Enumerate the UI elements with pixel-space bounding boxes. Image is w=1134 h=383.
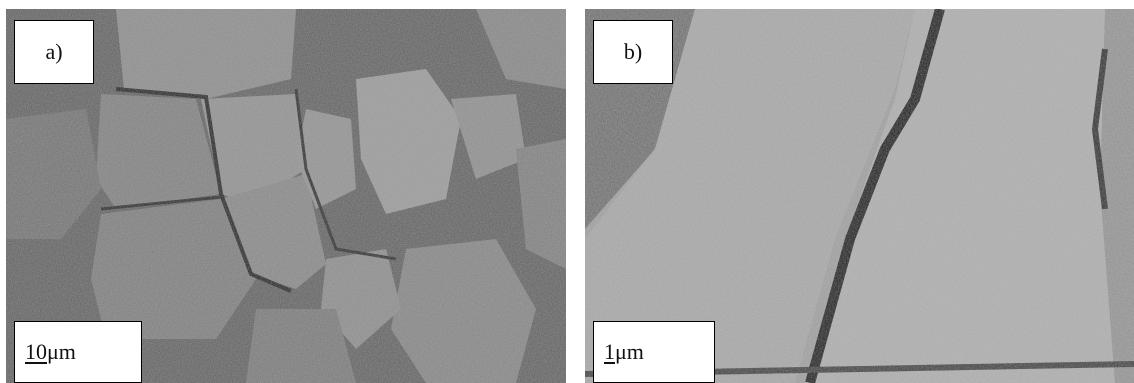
panel-label: a) (14, 20, 94, 84)
scale-bar-label: 10 μm (14, 321, 142, 383)
scale-bar-value: 1 (604, 339, 615, 364)
scale-bar-unit: μm (615, 339, 644, 364)
scale-bar-unit: μm (47, 339, 76, 364)
sem-micrograph-b (585, 9, 1134, 383)
scale-bar-value: 10 (25, 339, 47, 364)
panel-label: b) (593, 20, 673, 84)
scale-bar-label: 1 μm (593, 321, 715, 383)
sem-image-panel-a: a) 10 μm (6, 9, 566, 383)
sem-image-panel-b: b) 1 μm (585, 9, 1134, 383)
sem-micrograph-a (6, 9, 566, 383)
